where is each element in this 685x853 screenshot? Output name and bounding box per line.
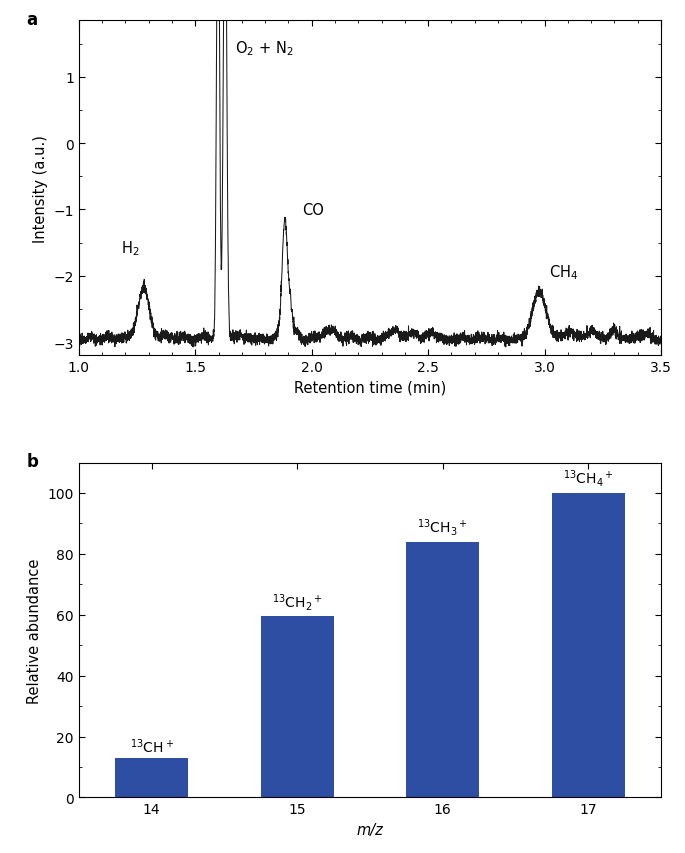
Text: O$_2$ + N$_2$: O$_2$ + N$_2$	[235, 39, 293, 58]
Text: a: a	[27, 11, 38, 29]
Text: $^{13}$CH$_4$$^+$: $^{13}$CH$_4$$^+$	[563, 467, 614, 489]
Bar	[261, 617, 334, 798]
Text: b: b	[27, 453, 38, 471]
Bar	[552, 493, 625, 798]
Text: CH$_4$: CH$_4$	[549, 263, 579, 281]
Y-axis label: Intensity (a.u.): Intensity (a.u.)	[33, 135, 48, 242]
X-axis label: m/z: m/z	[356, 822, 384, 837]
Text: $^{13}$CH$_3$$^+$: $^{13}$CH$_3$$^+$	[417, 517, 468, 537]
Bar	[115, 758, 188, 798]
Text: H$_2$: H$_2$	[121, 239, 139, 258]
X-axis label: Retention time (min): Retention time (min)	[294, 380, 446, 395]
Text: $^{13}$CH$_2$$^+$: $^{13}$CH$_2$$^+$	[272, 591, 323, 612]
Text: $^{13}$CH$^+$: $^{13}$CH$^+$	[129, 736, 173, 755]
Y-axis label: Relative abundance: Relative abundance	[27, 558, 42, 703]
Text: CO: CO	[302, 203, 324, 218]
Bar	[406, 542, 479, 798]
